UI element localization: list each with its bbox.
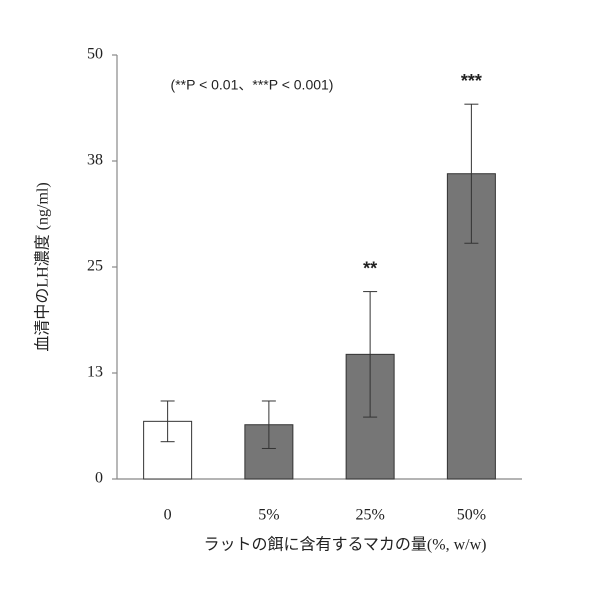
significance-mark: ***: [461, 71, 482, 91]
error-bar: [363, 291, 378, 418]
x-tick-label: 25%: [355, 507, 384, 524]
y-tick-label: 25: [87, 258, 103, 275]
y-axis-title: 血清中のLH濃度 (ng/ml): [34, 182, 52, 351]
error-bar: [464, 103, 479, 244]
x-tick-label: 0: [164, 507, 172, 524]
significance-note: (**P < 0.01、***P < 0.001): [171, 77, 334, 93]
y-tick-label: 50: [87, 46, 103, 63]
x-tick-label: 5%: [258, 507, 279, 524]
error-bar: [261, 400, 276, 449]
x-axis-title: ラットの餌に含有するマカの量(%, w/w): [204, 536, 487, 554]
error-bar: [160, 400, 175, 443]
y-tick-label: 0: [95, 470, 103, 487]
x-tick-label: 50%: [457, 507, 486, 524]
y-tick-label: 13: [87, 364, 103, 381]
significance-mark: **: [363, 258, 377, 278]
y-tick-label: 38: [87, 152, 103, 169]
